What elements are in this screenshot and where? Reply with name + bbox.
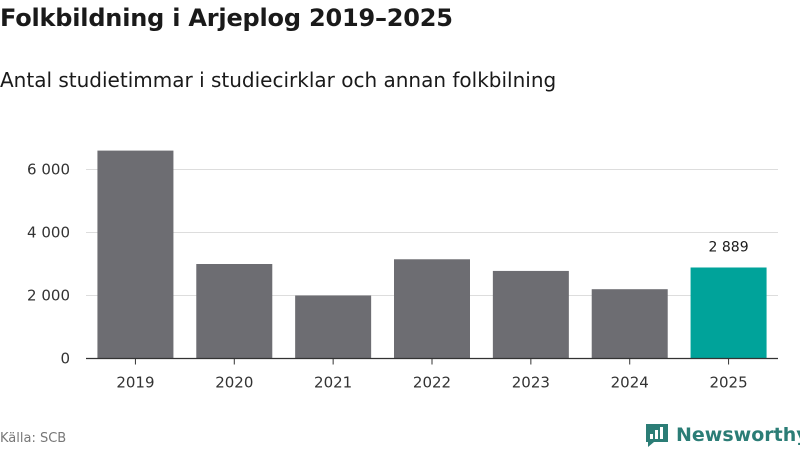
bars [97,150,767,359]
y-tick-label: 0 [60,350,70,368]
x-tick-label: 2020 [215,374,253,392]
x-tick-label: 2025 [709,374,747,392]
bar-2019 [97,150,174,359]
x-axis [86,357,778,365]
x-tick-label: 2024 [611,374,649,392]
chart-subtitle: Antal studietimmar i studiecirklar och a… [0,68,557,92]
bar-2022 [394,259,470,359]
newsworthy-chart-icon [646,424,668,447]
brand-name: Newsworthy [676,424,800,446]
y-axis-ticks: 0 2 000 4 000 6 000 [27,161,70,368]
x-axis-ticks: 2019 2020 2021 2022 2023 2024 2025 [116,374,747,392]
source-note: Källa: SCB [0,431,67,446]
y-tick-label: 4 000 [27,224,70,242]
chart-title: Folkbildning i Arjeplog 2019–2025 [0,4,453,32]
bar-2020 [196,264,273,359]
data-label: 2 889 [709,239,749,255]
x-tick-label: 2021 [314,374,352,392]
bar-2023 [492,270,569,359]
bar-2025 [690,267,767,359]
brand-logo[interactable]: Newsworthy [644,421,800,449]
bar-2024 [591,289,668,359]
y-tick-label: 2 000 [27,287,70,305]
x-tick-label: 2022 [413,374,451,392]
y-tick-label: 6 000 [27,161,70,179]
x-tick-label: 2023 [512,374,550,392]
bar-2021 [295,295,372,359]
data-labels: 2 889 [709,239,749,255]
x-tick-label: 2019 [116,374,154,392]
